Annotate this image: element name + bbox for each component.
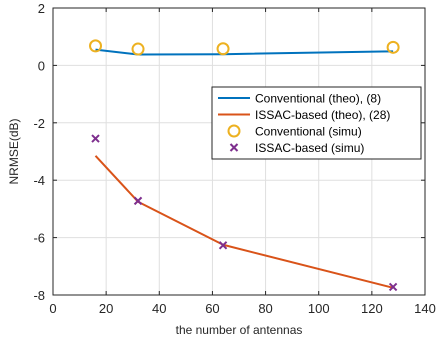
y-tick-label: 2 <box>38 1 45 16</box>
x-marker-stroke <box>133 196 143 206</box>
legend-entry: ISSAC-based (simu) <box>229 141 364 155</box>
y-axis-label: NRMSE(dB) <box>7 118 21 184</box>
series-3 <box>91 134 398 292</box>
legend-marker-swatch <box>229 143 239 152</box>
x-tick-label: 100 <box>308 301 330 316</box>
legend-marker-swatch <box>227 124 241 138</box>
series-point <box>386 40 400 54</box>
data-series <box>89 39 400 292</box>
legend-label: ISSAC-based (theo), (28) <box>255 108 390 122</box>
x-tick-label: 60 <box>205 301 219 316</box>
legend-label: Conventional (simu) <box>255 125 362 139</box>
series-point <box>388 282 398 292</box>
x-tick-label: 40 <box>152 301 166 316</box>
x-tick-label: 120 <box>361 301 383 316</box>
series-point <box>133 196 143 206</box>
y-tick-label: -8 <box>33 288 45 303</box>
y-tick-label: -6 <box>33 231 45 246</box>
y-tick-label: 0 <box>38 58 45 73</box>
legend-entry: Conventional (theo), (8) <box>218 92 381 106</box>
x-marker-stroke <box>388 282 398 292</box>
series-point <box>218 241 228 250</box>
series-line <box>94 155 394 289</box>
x-tick-label: 80 <box>258 301 272 316</box>
x-tick-label: 140 <box>414 301 436 316</box>
series-point <box>89 39 103 53</box>
x-tick-label: 0 <box>49 301 56 316</box>
y-tick-label: -4 <box>33 173 45 188</box>
x-marker-stroke <box>218 241 228 250</box>
series-point <box>131 42 145 56</box>
series-line <box>95 48 394 56</box>
axis-ticks: 0 20 40 60 80 100 120 140 -8 -6 -4 -2 0 2 <box>33 1 435 316</box>
x-marker-stroke <box>229 143 239 152</box>
plot-frame <box>52 7 426 296</box>
series-0 <box>95 48 394 56</box>
legend-label: Conventional (theo), (8) <box>255 92 381 106</box>
series-point <box>216 42 230 56</box>
x-tick-label: 20 <box>99 301 113 316</box>
legend-entry: ISSAC-based (theo), (28) <box>218 108 390 122</box>
series-point <box>91 134 100 143</box>
series-1 <box>94 155 394 289</box>
legend-label: ISSAC-based (simu) <box>255 141 364 155</box>
y-tick-label: -2 <box>33 116 45 131</box>
series-2 <box>89 39 400 56</box>
x-axis-label: the number of antennas <box>176 323 303 337</box>
legend-entry: Conventional (simu) <box>227 124 362 139</box>
legend: Conventional (theo), (8) ISSAC-based (the… <box>211 86 422 160</box>
x-marker-stroke <box>91 134 100 143</box>
